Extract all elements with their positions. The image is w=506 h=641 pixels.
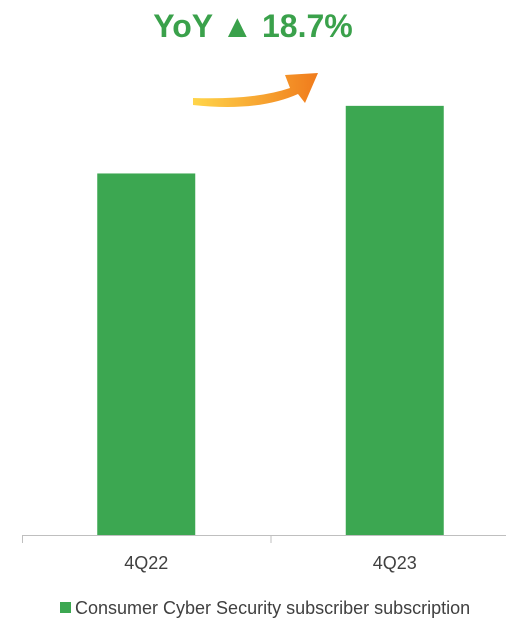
legend: Consumer Cyber Security subscriber subsc… xyxy=(60,597,480,619)
bar-4Q23 xyxy=(345,105,444,535)
yoy-value: 18.7% xyxy=(262,8,353,44)
legend-label: Consumer Cyber Security subscriber subsc… xyxy=(75,598,471,618)
x-tick-labels: 4Q22 4Q23 xyxy=(124,553,417,573)
bars-layer xyxy=(97,105,444,535)
bar-4Q22 xyxy=(97,173,196,535)
yoy-headline: YoY ▲ 18.7% xyxy=(0,8,506,45)
x-axis xyxy=(22,535,506,543)
x-tick-label-4Q23: 4Q23 xyxy=(373,553,417,573)
x-tick-label-4Q22: 4Q22 xyxy=(124,553,168,573)
yoy-prefix: YoY xyxy=(153,8,213,44)
growth-arrow-icon xyxy=(193,73,318,107)
legend-swatch xyxy=(60,602,71,613)
yoy-up-triangle-icon: ▲ xyxy=(221,8,254,44)
